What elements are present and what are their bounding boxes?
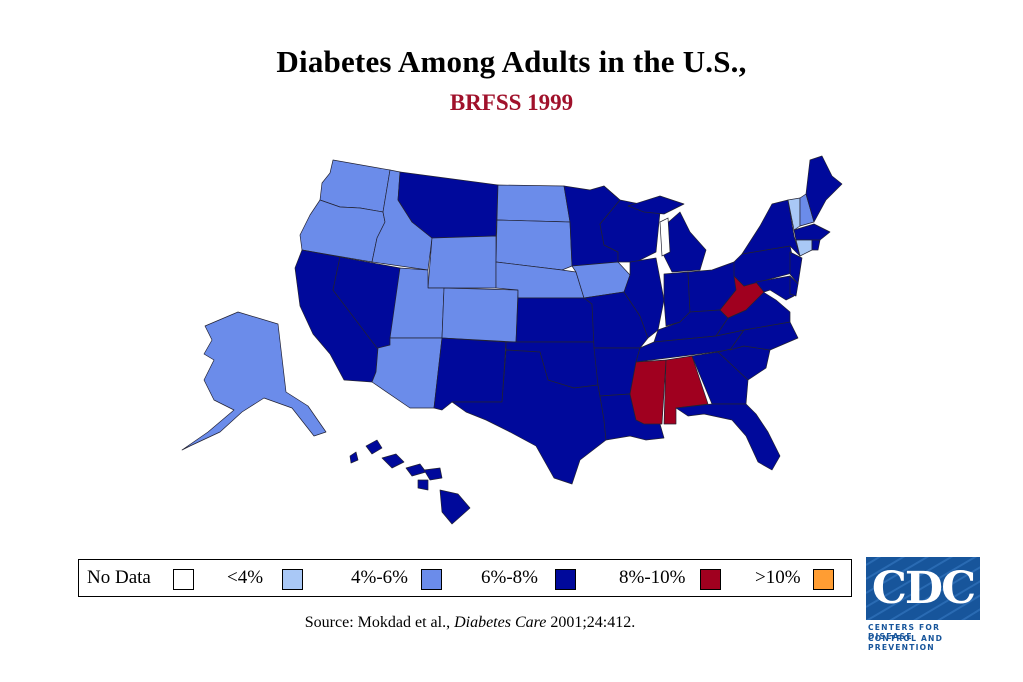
chart-subtitle: BRFSS 1999: [449, 90, 574, 115]
source-journal: Diabetes Care: [454, 614, 547, 631]
state-RI: [811, 239, 821, 251]
source-suffix: 2001;24:412.: [546, 614, 636, 631]
state-HI-7: [439, 489, 471, 525]
state-MA: [793, 223, 831, 241]
state-ME: [805, 155, 843, 223]
state-CO: [441, 287, 519, 343]
state-MS: [629, 359, 667, 425]
state-NY: [741, 199, 801, 257]
state-HI-3: [381, 453, 405, 469]
legend-swatch-4to6: [421, 569, 442, 590]
state-ND: [496, 184, 571, 223]
cdc-logo-box: CDC: [866, 557, 980, 620]
state-AZ: [371, 337, 443, 409]
lake-michigan: [659, 217, 671, 257]
state-IL: [623, 257, 665, 339]
source-prefix: Source: Mokdad et al.,: [304, 614, 455, 631]
legend-swatch-8to10: [700, 569, 721, 590]
state-KS: [515, 297, 595, 343]
cdc-logo-text: CDC: [871, 563, 976, 614]
state-GA: [691, 351, 749, 405]
legend-label-4to6: 4%-6%: [351, 567, 408, 588]
state-HI-4: [405, 463, 427, 477]
state-FL: [675, 403, 781, 471]
state-HI-5: [423, 467, 443, 481]
legend-swatch-gt10: [813, 569, 834, 590]
legend-swatch-6to8: [555, 569, 576, 590]
state-SD: [495, 219, 573, 271]
state-HI-6: [417, 479, 429, 491]
legend-label-no-data: No Data: [87, 567, 151, 588]
state-NM: [433, 337, 507, 411]
state-HI-1: [349, 451, 359, 464]
state-HI-2: [365, 439, 383, 455]
state-TX: [451, 349, 607, 485]
state-AK: [181, 311, 327, 451]
cdc-logo: CDC CENTERS FOR DISEASE CONTROL AND PREV…: [866, 557, 982, 652]
chart-title: Diabetes Among Adults in the U.S.,: [276, 44, 747, 79]
legend-label-8to10: 8%-10%: [619, 567, 686, 588]
legend-swatch-lt4: [282, 569, 303, 590]
state-MI: [663, 211, 707, 273]
cdc-logo-line2: CONTROL AND PREVENTION: [868, 634, 944, 652]
state-MI-up: [627, 195, 685, 215]
legend-label-lt4: <4%: [227, 567, 264, 588]
state-WY: [427, 235, 497, 289]
legend-label-gt10: >10%: [755, 567, 801, 588]
legend-swatch-no-data: [173, 569, 194, 590]
state-DE: [789, 275, 799, 297]
legend-label-6to8: 6%-8%: [481, 567, 538, 588]
cdc-logo-stripes: [866, 557, 980, 620]
map-legend: No Data <4% 4%-6% 6%-8% 8%-10% >10%: [78, 559, 852, 597]
source-citation: Source: Mokdad et al., Diabetes Care 200…: [0, 614, 940, 632]
cdc-logo-line1: CENTERS FOR DISEASE: [868, 623, 941, 641]
